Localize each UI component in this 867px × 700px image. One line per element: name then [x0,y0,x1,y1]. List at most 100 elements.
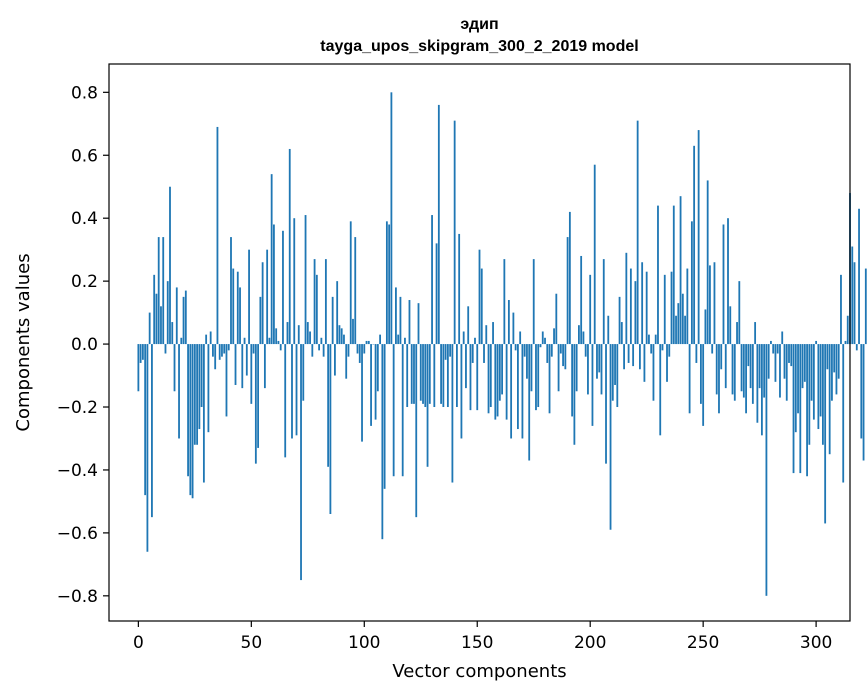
bar-211 [614,344,616,385]
bar-32 [210,331,212,344]
x-tick-label-0: 0 [133,633,144,653]
bar-56 [264,344,266,388]
bar-116 [400,297,402,344]
bar-99 [361,344,363,442]
bar-275 [759,344,761,388]
bar-214 [621,322,623,344]
bar-138 [449,344,451,357]
bar-216 [625,253,627,344]
bar-222 [639,344,641,369]
bar-81 [320,338,322,344]
bar-197 [583,331,585,344]
bar-185 [555,294,557,344]
bar-17 [176,287,178,344]
bar-131 [433,344,435,407]
bar-149 [474,338,476,344]
y-tick-label-4: 0.0 [71,335,98,355]
bar-119 [406,344,408,407]
x-axis-label: Vector components [392,661,566,682]
bar-308 [833,344,835,372]
bar-133 [438,105,440,344]
bar-63 [280,344,282,350]
bar-73 [302,344,304,401]
bar-288 [788,344,790,363]
bar-82 [323,344,325,357]
bar-114 [395,287,397,344]
bar-12 [165,344,167,353]
bar-313 [845,341,847,344]
bar-100 [363,344,365,353]
bar-206 [603,259,605,344]
bar-9 [158,237,160,344]
bar-103 [370,344,372,426]
bar-87 [334,344,336,375]
bar-42 [232,269,234,345]
bar-269 [745,344,747,413]
bar-316 [851,247,853,345]
bar-200 [589,275,591,344]
y-axis-label: Components values [13,253,34,431]
bar-14 [169,187,171,344]
bar-207 [605,344,607,464]
bar-46 [241,344,243,388]
bar-15 [171,322,173,344]
bar-101 [366,341,368,344]
bar-289 [790,344,792,366]
bar-61 [275,328,277,344]
bar-8 [156,294,158,344]
bar-35 [217,127,219,344]
bar-75 [307,322,309,344]
bar-97 [357,344,359,353]
bar-170 [522,344,524,438]
bar-134 [440,344,442,404]
bar-78 [314,259,316,344]
bar-262 [729,306,731,344]
bar-122 [413,344,415,404]
bar-77 [311,344,313,357]
bar-148 [472,344,474,363]
bar-282 [775,344,777,382]
bar-166 [512,313,514,344]
bar-153 [483,344,485,363]
bar-110 [386,221,388,344]
bar-246 [693,146,695,344]
bar-68 [291,344,293,438]
bar-184 [553,328,555,344]
bar-86 [332,297,334,344]
bar-4 [147,344,149,552]
bar-16 [174,344,176,391]
bar-152 [481,269,483,345]
bar-240 [680,196,682,344]
bar-193 [573,344,575,445]
x-tick-label-50: 50 [241,633,263,653]
bar-171 [524,344,526,357]
y-tick-label-6: 0.4 [71,209,98,229]
bar-19 [180,338,182,344]
bar-146 [467,306,469,344]
bar-102 [368,341,370,344]
bar-194 [576,344,578,391]
bar-250 [702,344,704,426]
bar-192 [571,344,573,416]
bar-48 [246,344,248,375]
bar-287 [786,344,788,401]
bar-0 [137,344,139,391]
bar-106 [377,344,379,391]
bar-3 [144,344,146,495]
bar-90 [341,328,343,344]
bar-228 [653,344,655,401]
bar-162 [503,259,505,344]
bar-190 [567,237,569,344]
bar-261 [727,218,729,344]
bar-219 [632,344,634,366]
bar-302 [820,344,822,416]
bar-59 [271,174,273,344]
bar-40 [228,344,230,350]
bar-132 [436,243,438,344]
bar-267 [741,344,743,391]
bar-128 [427,344,429,467]
bar-306 [829,344,831,454]
bar-277 [763,344,765,398]
bar-232 [662,344,664,350]
